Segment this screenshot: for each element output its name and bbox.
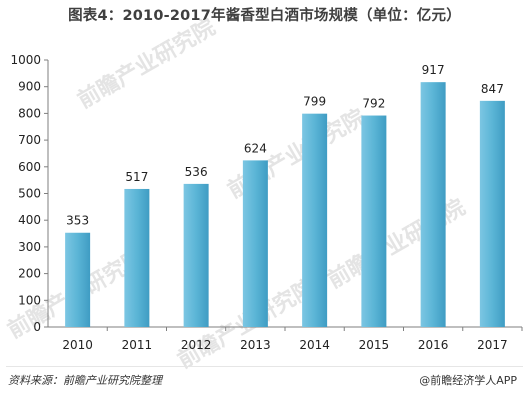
data-label-2010: 353	[66, 214, 89, 228]
x-tick-label-2017: 2017	[477, 338, 508, 352]
footer-divider	[6, 366, 523, 367]
watermark-text: 前瞻产业研究院	[323, 194, 469, 294]
y-tick-label: 500	[18, 187, 41, 201]
bar-series	[65, 82, 505, 328]
bar-2017	[479, 100, 505, 327]
x-tick-label-2012: 2012	[181, 338, 212, 352]
y-tick-label: 200	[18, 267, 41, 281]
data-label-2012: 536	[185, 165, 208, 179]
data-label-2014: 799	[303, 95, 326, 109]
y-tick-label: 1000	[10, 53, 41, 67]
y-tick-label: 300	[18, 240, 41, 254]
chart-title: 图表4：2010-2017年酱香型白酒市场规模（单位：亿元）	[68, 8, 461, 24]
y-tick-label: 600	[18, 160, 41, 174]
data-label-2013: 624	[244, 141, 267, 155]
y-tick-label: 0	[33, 320, 41, 334]
bar-2011	[124, 188, 150, 327]
x-tick-label-2015: 2015	[359, 338, 390, 352]
data-label-2011: 517	[125, 170, 148, 184]
data-labels: 353 2010 517 2011 536 2012 624 2013 799 2014 792 20…	[62, 63, 507, 352]
y-tick-label: 100	[18, 293, 41, 307]
x-tick-label-2013: 2013	[240, 338, 271, 352]
y-tick-label: 400	[18, 213, 41, 227]
y-tick-label: 900	[18, 80, 41, 94]
bar-2012	[183, 183, 209, 327]
bar-2013	[242, 160, 268, 327]
bar-2014	[302, 113, 328, 328]
x-tick-label-2010: 2010	[62, 338, 93, 352]
data-label-2015: 792	[362, 97, 385, 111]
bar-2016	[420, 82, 446, 327]
brand-credit: @前瞻经济学人APP	[419, 374, 517, 387]
bar-2015	[361, 115, 387, 327]
data-label-2017: 847	[481, 82, 504, 96]
y-tick-label: 800	[18, 106, 41, 120]
bar-2010	[65, 232, 91, 327]
source-note: 资料来源：前瞻产业研究院整理	[8, 374, 162, 387]
data-label-2016: 917	[422, 63, 445, 77]
x-tick-label-2016: 2016	[418, 338, 449, 352]
x-tick-label-2011: 2011	[122, 338, 153, 352]
x-tick-label-2014: 2014	[299, 338, 330, 352]
watermark-text: 前瞻产业研究院	[73, 14, 219, 114]
y-tick-label: 700	[18, 133, 41, 147]
chart-axes: 0 100 200 300 400 500 600 700 800 900 1000	[10, 53, 523, 334]
